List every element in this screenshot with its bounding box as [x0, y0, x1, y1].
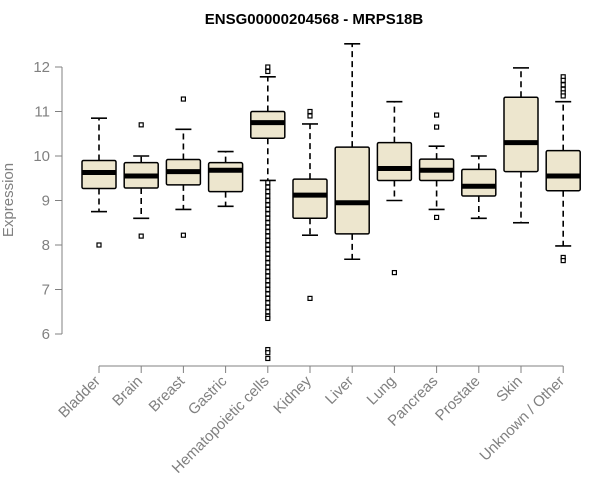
box-group — [81, 117, 117, 248]
box-iqr — [503, 96, 539, 173]
outlier-point — [265, 269, 271, 275]
outlier-point — [560, 77, 566, 83]
y-tick-label: 9 — [42, 193, 50, 210]
y-tick-label: 10 — [33, 148, 50, 165]
outlier-point — [434, 124, 440, 130]
outlier-point — [307, 295, 313, 301]
y-tick-label: 6 — [42, 326, 50, 343]
box-group — [165, 96, 202, 238]
outlier-point — [265, 278, 271, 284]
x-tick-label: Lung — [364, 373, 400, 409]
outlier-point — [265, 286, 271, 293]
outlier-point — [265, 220, 271, 226]
outlier-point — [265, 180, 271, 186]
outlier-point — [265, 350, 271, 356]
box-group — [250, 64, 286, 362]
box-group — [123, 122, 159, 239]
outlier-point — [265, 255, 271, 261]
outlier-point — [265, 68, 271, 75]
outlier-point — [265, 224, 271, 230]
outlier-point — [265, 211, 271, 217]
outlier-point — [265, 246, 271, 253]
box-iqr — [334, 146, 370, 235]
outlier-point — [265, 282, 271, 288]
chart-title: ENSG00000204568 - MRPS18B — [205, 11, 424, 28]
outlier-point — [265, 309, 271, 315]
outlier-point — [265, 304, 271, 310]
box-group — [418, 112, 455, 221]
outlier-point — [265, 260, 271, 266]
outlier-point — [265, 242, 271, 248]
outlier-point — [265, 229, 271, 235]
box-iqr — [292, 178, 328, 220]
outlier-point — [265, 193, 271, 199]
outlier-point — [307, 108, 313, 115]
y-axis-title: Expression — [0, 163, 17, 237]
outlier-point — [265, 206, 271, 212]
outlier-point — [265, 202, 271, 208]
box-group — [545, 74, 581, 264]
outlier-point — [265, 237, 271, 244]
x-tick-label: Prostate — [432, 373, 484, 425]
outlier-point — [265, 291, 271, 297]
outlier-point — [138, 233, 144, 239]
boxes-layer — [81, 43, 581, 362]
outlier-point — [560, 257, 566, 264]
outlier-point — [96, 242, 102, 248]
x-tick-label: Kidney — [270, 372, 315, 417]
outlier-point — [265, 64, 271, 70]
outlier-point — [307, 113, 313, 119]
outlier-point — [265, 295, 271, 301]
outlier-point — [180, 232, 186, 238]
outlier-point — [434, 214, 440, 221]
y-tick-label: 7 — [42, 282, 50, 299]
y-axis: 6 7 8 9 10 11 12 — [33, 59, 63, 343]
outlier-point — [391, 269, 397, 276]
outlier-point — [265, 300, 271, 306]
outlier-point — [265, 197, 271, 204]
x-tick-label: Breast — [146, 372, 189, 415]
x-tick-label: Skin — [493, 373, 526, 406]
outlier-point — [265, 273, 271, 279]
y-tick-label: 11 — [34, 104, 50, 121]
x-tick-label: Bladder — [55, 373, 104, 422]
outlier-point — [265, 184, 271, 190]
outlier-point — [138, 122, 144, 128]
box-group — [207, 150, 244, 208]
outlier-point — [265, 315, 271, 322]
outlier-point — [434, 112, 440, 118]
y-tick-label: 12 — [33, 59, 50, 76]
x-tick-label: Brain — [109, 373, 146, 410]
box-group — [292, 108, 328, 301]
box-iqr — [376, 141, 413, 182]
outlier-point — [180, 96, 186, 102]
y-tick-label: 8 — [42, 237, 50, 254]
outlier-point — [265, 215, 271, 221]
outlier-point — [265, 355, 271, 362]
box-group — [461, 155, 497, 220]
box-group — [503, 67, 539, 224]
outlier-point — [265, 189, 271, 195]
box-iqr — [545, 149, 581, 192]
outlier-point — [560, 82, 566, 88]
outlier-point — [560, 93, 566, 99]
box-iqr — [461, 168, 497, 197]
x-tick-label: Liver — [322, 373, 357, 408]
box-iqr — [207, 161, 244, 193]
outlier-point — [265, 233, 271, 239]
outlier-point — [265, 264, 271, 270]
outlier-point — [265, 251, 271, 257]
box-group — [376, 100, 413, 276]
box-group — [334, 43, 370, 261]
